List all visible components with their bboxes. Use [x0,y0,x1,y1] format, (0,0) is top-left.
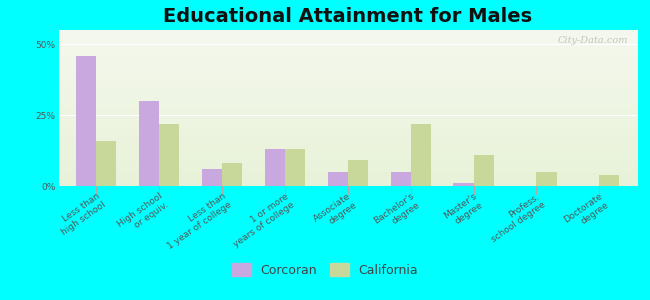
Bar [139,101,159,186]
Bar [391,172,411,186]
Bar [411,124,431,186]
Bar [536,172,556,186]
Text: City-Data.com: City-Data.com [558,36,629,45]
Bar [96,141,116,186]
Legend: Corcoran, California: Corcoran, California [227,258,423,282]
Bar [348,160,368,186]
Bar [599,175,619,186]
Bar [473,155,493,186]
Bar [285,149,305,186]
Bar [159,124,179,186]
Bar [454,183,473,186]
Bar [202,169,222,186]
Bar [76,56,96,186]
Bar [265,149,285,186]
Bar [328,172,348,186]
Title: Educational Attainment for Males: Educational Attainment for Males [163,7,532,26]
Bar [222,163,242,186]
